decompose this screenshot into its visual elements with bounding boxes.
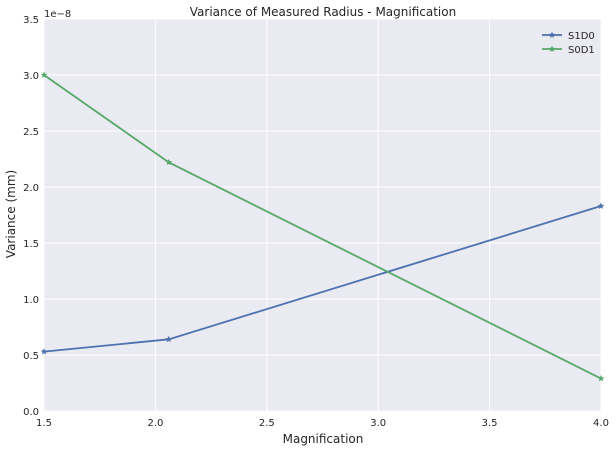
- y-axis-title: Variance (mm): [4, 170, 18, 258]
- y-tick-labels: 0.0 0.5 1.0 1.5 2.0 2.5 3.0 3.5: [23, 15, 39, 418]
- legend-marker-s1d0: [548, 31, 556, 38]
- legend-marker-s0d1: [548, 45, 556, 52]
- plot-background: [44, 19, 601, 411]
- data-point-s0d1: [40, 71, 48, 78]
- x-tick-label: 2.5: [259, 418, 275, 429]
- y-tick-label: 0.5: [23, 351, 39, 362]
- y-tick-label: 2.5: [23, 127, 39, 138]
- y-tick-label: 2.0: [23, 183, 39, 194]
- data-point-s0d1: [165, 158, 173, 166]
- y-tick-label: 1.0: [23, 295, 39, 306]
- data-point-s1d0: [597, 202, 605, 209]
- y-tick-label: 3.0: [23, 71, 39, 82]
- y-tick-label: 0.0: [23, 407, 39, 418]
- series-markers: [40, 71, 605, 382]
- y-tick-label: 1.5: [23, 239, 39, 250]
- data-point-s1d0: [165, 335, 173, 343]
- x-tick-label: 2.0: [147, 418, 163, 429]
- x-tick-label: 3.5: [482, 418, 498, 429]
- y-tick-label: 3.5: [23, 15, 39, 26]
- data-point-s1d0: [40, 348, 48, 355]
- data-point-s0d1: [597, 375, 605, 382]
- x-tick-label: 4.0: [593, 418, 609, 429]
- grid: [43, 18, 602, 412]
- legend-label-s1d0: S1D0: [568, 31, 595, 42]
- x-axis-title: Magnification: [283, 432, 364, 446]
- x-tick-label: 1.5: [36, 418, 52, 429]
- y-offset-label: 1e−8: [44, 9, 71, 20]
- legend: S1D0 S0D1: [542, 31, 595, 56]
- chart-title: Variance of Measured Radius - Magnificat…: [190, 5, 456, 19]
- legend-label-s0d1: S0D1: [568, 45, 595, 56]
- x-tick-label: 3.0: [370, 418, 386, 429]
- x-tick-labels: 1.5 2.0 2.5 3.0 3.5 4.0: [36, 418, 609, 429]
